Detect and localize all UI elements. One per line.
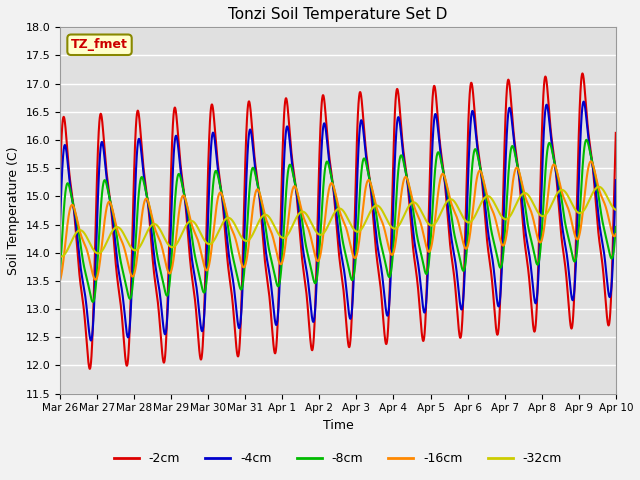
Title: Tonzi Soil Temperature Set D: Tonzi Soil Temperature Set D <box>228 7 447 22</box>
Legend: -2cm, -4cm, -8cm, -16cm, -32cm: -2cm, -4cm, -8cm, -16cm, -32cm <box>109 447 567 470</box>
Text: TZ_fmet: TZ_fmet <box>71 38 128 51</box>
Y-axis label: Soil Temperature (C): Soil Temperature (C) <box>7 146 20 275</box>
X-axis label: Time: Time <box>323 419 353 432</box>
